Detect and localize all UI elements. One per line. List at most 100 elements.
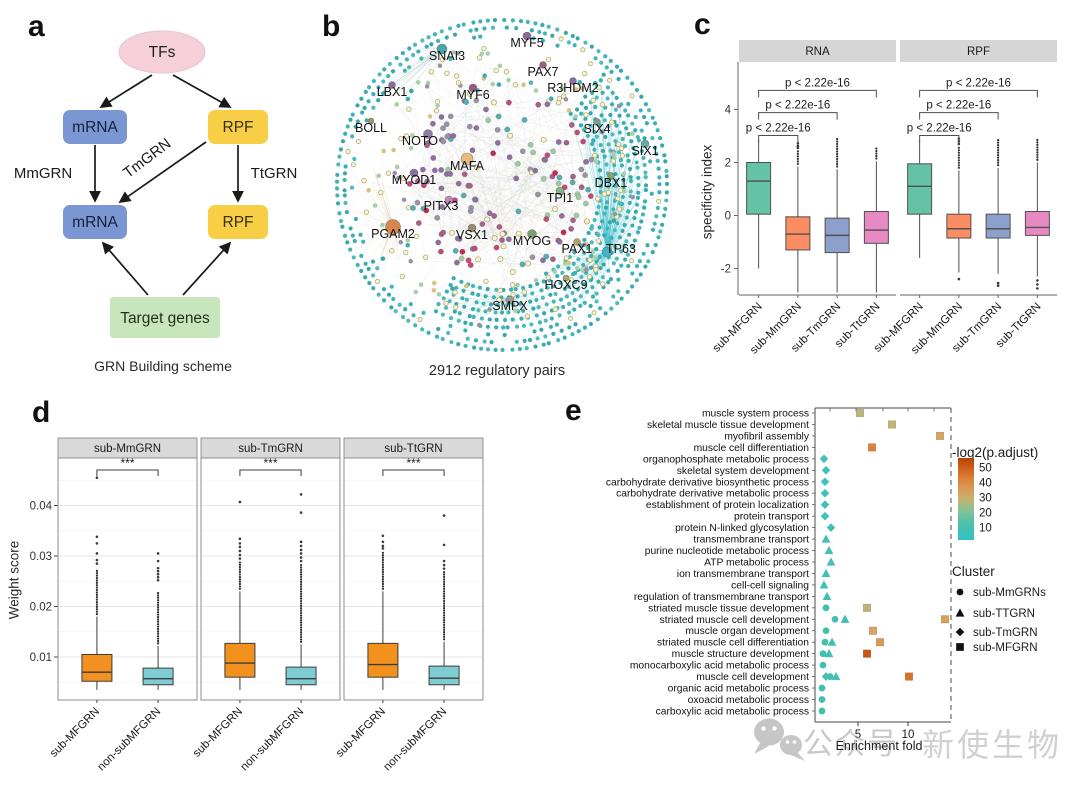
outlier	[299, 544, 303, 548]
box-non-subMFGRN	[285, 493, 317, 690]
enrichment-point	[821, 466, 831, 475]
enrichment-point	[826, 557, 836, 566]
go-term-label: skeletal system development	[677, 466, 809, 477]
d-xtick-label: sub-MFGRN	[191, 706, 245, 760]
panel-c-ylabel: specificity index	[699, 144, 715, 240]
outlier	[381, 540, 385, 544]
outlier	[1036, 283, 1039, 286]
hub-label-MYOD1: MYOD1	[392, 173, 437, 187]
c-ytick: -2	[721, 264, 731, 276]
d-ytick: 0.01	[30, 652, 52, 664]
hub-label-MAFA: MAFA	[450, 159, 485, 173]
go-term-label: regulation of transmembrane transport	[634, 592, 809, 603]
enrichment-point	[888, 420, 897, 429]
panel-d-ylabel: Weight score	[6, 540, 22, 620]
enrichment-point	[856, 408, 865, 417]
hub-node-PITX3	[444, 195, 454, 205]
outlier	[381, 534, 385, 538]
color-gradient-bar	[958, 458, 974, 540]
sig-bracket	[239, 469, 302, 476]
hub-label-TPI1: TPI1	[547, 191, 573, 205]
go-term-label: ion transmembrane transport	[677, 569, 809, 580]
hub-label-R3HDM2: R3HDM2	[547, 81, 598, 95]
go-term-label: striated muscle tissue development	[648, 603, 809, 614]
box-non-subMFGRN	[428, 514, 460, 690]
box	[224, 642, 256, 678]
hub-label-PITX3: PITX3	[424, 199, 459, 213]
go-term-label: carboxylic acid metabolic process	[656, 706, 809, 717]
enrichment-point	[826, 673, 834, 680]
hub-node-TPI1	[555, 186, 565, 196]
hub-label-PGAM2: PGAM2	[371, 227, 415, 241]
enrichment-point	[827, 637, 837, 646]
hub-label-SNAI3: SNAI3	[429, 49, 465, 63]
box	[746, 162, 772, 215]
d-ytick: 0.02	[30, 602, 52, 614]
pvalue-label: p < 2.22e-16	[746, 122, 811, 134]
hub-node-HOXC9	[562, 274, 570, 282]
outlier	[238, 545, 242, 549]
box-sub-TtGRN	[863, 147, 889, 293]
go-term-label: myofibril assembly	[724, 431, 810, 442]
outlier	[238, 537, 242, 541]
d-xtick-label: non-subMFGRN	[382, 706, 450, 774]
outlier	[95, 542, 99, 545]
c-ytick: 4	[725, 105, 732, 117]
hub-node-MYF6	[468, 83, 478, 93]
go-term-label: protein N-linked glycosylation	[675, 523, 809, 534]
outlier	[299, 556, 303, 559]
pvalue-label: p < 2.22e-16	[765, 100, 830, 112]
enrichment-point	[820, 500, 830, 509]
hub-node-MYOG	[527, 229, 537, 239]
enrichment-point	[936, 431, 945, 440]
hub-label-LBX1: LBX1	[377, 85, 408, 99]
legend-glyph-diamond	[955, 627, 965, 637]
panel-border	[57, 457, 198, 701]
pvalue-label: p < 2.22e-16	[946, 77, 1011, 89]
network-dots	[334, 17, 670, 353]
outlier	[238, 557, 242, 560]
d-xtick-label: sub-MFGRN	[334, 706, 388, 760]
hub-node-PAX1	[573, 238, 581, 246]
panel-b-letter: b	[322, 10, 341, 43]
legend-glyph-triangle	[955, 608, 965, 617]
pvalue-bracket	[758, 89, 877, 98]
box	[946, 213, 972, 239]
go-term-label: oxoacid metabolic process	[688, 695, 809, 706]
cluster-legend-label: sub-TTGRN	[973, 608, 1035, 620]
cluster-legend-label: sub-MmGRNs	[973, 587, 1046, 599]
enrichment-point	[820, 477, 830, 487]
color-legend-tick: 30	[979, 493, 992, 505]
facet-strip	[739, 40, 896, 62]
cluster-legend-label: sub-TmGRN	[973, 627, 1038, 639]
color-legend-tick: 20	[979, 507, 992, 519]
box	[985, 213, 1011, 239]
box	[285, 666, 317, 686]
target-genes-node	[110, 297, 220, 338]
panel-c-letter: c	[694, 8, 711, 41]
box	[81, 653, 113, 682]
sig-label: ***	[263, 456, 277, 470]
hub-node-PGAM2	[385, 219, 401, 235]
outlier	[238, 542, 242, 545]
box-sub-TmGRN	[824, 137, 850, 293]
hub-node-BOLL	[367, 117, 375, 125]
network-hub-labels: MYF5 SNAI3 PAX7 R3HDM2 LBX1 MYF6 BOLL NOTO SIX4 S…	[355, 31, 659, 313]
go-term-label: skeletal muscle tissue development	[647, 420, 809, 431]
facet-strip-label: RPF	[967, 46, 990, 58]
d-y-axis: 0.01 0.02 0.03 0.04	[30, 501, 58, 664]
cluster-legend-title: Cluster	[952, 564, 995, 579]
weight-score-boxplot: 0.010.020.030.04sub-MmGRN***sub-MFGRNnon…	[30, 437, 484, 774]
mrna-top-label: mRNA	[72, 119, 118, 136]
go-term-label: muscle cell differentiation	[694, 443, 810, 454]
mrna-bottom-node	[63, 205, 127, 239]
outlier	[381, 544, 385, 548]
enrichment-point	[822, 604, 830, 612]
hub-label-DBX1: DBX1	[595, 176, 628, 190]
enrichment-point	[826, 523, 836, 532]
enrichment-point	[863, 603, 872, 612]
pvalue-label: p < 2.22e-16	[907, 122, 972, 134]
outlier	[156, 569, 160, 573]
rpf-bottom-node	[208, 205, 268, 239]
